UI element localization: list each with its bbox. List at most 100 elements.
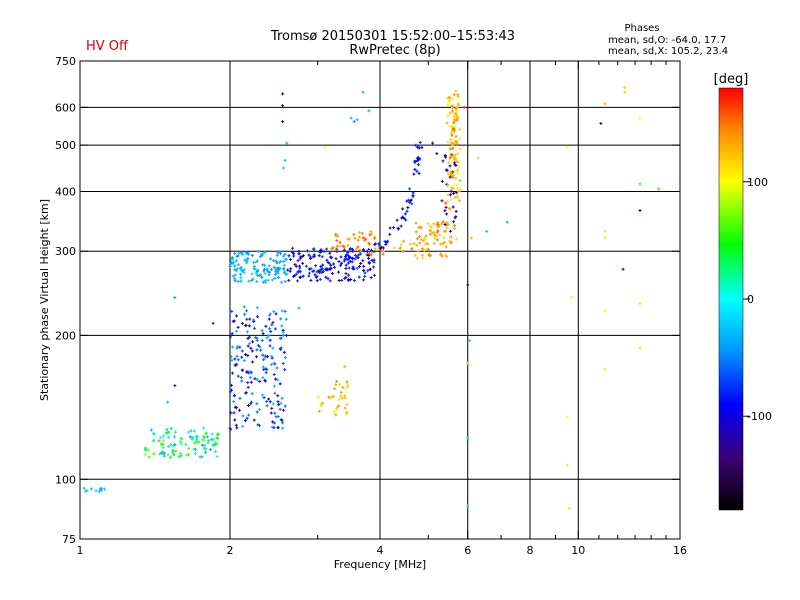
- data-point: [282, 260, 286, 264]
- data-point: [453, 227, 457, 231]
- data-point: [455, 118, 459, 122]
- data-point: [454, 183, 458, 187]
- data-point: [235, 267, 239, 271]
- data-point: [235, 314, 239, 318]
- data-point: [169, 427, 173, 431]
- data-point: [454, 191, 458, 195]
- data-point: [256, 250, 260, 254]
- data-point: [344, 271, 348, 275]
- data-point: [435, 225, 439, 229]
- data-point: [332, 246, 336, 250]
- data-point: [346, 258, 350, 262]
- x-tick-label: 16: [673, 544, 687, 557]
- data-point: [263, 356, 267, 360]
- data-point: [440, 254, 444, 258]
- data-point: [276, 414, 280, 418]
- data-point: [247, 324, 251, 328]
- data-point: [277, 275, 281, 279]
- data-point: [441, 159, 445, 163]
- data-point: [444, 205, 448, 209]
- data-point: [335, 239, 339, 243]
- data-point: [450, 141, 454, 145]
- data-point: [442, 236, 446, 240]
- data-point: [432, 222, 436, 226]
- data-point: [191, 435, 195, 439]
- data-point: [298, 255, 302, 259]
- data-point: [332, 262, 336, 266]
- data-point: [408, 201, 412, 205]
- data-point: [159, 436, 163, 440]
- data-point: [428, 254, 432, 258]
- data-point: [372, 250, 376, 254]
- data-point: [449, 193, 453, 197]
- data-point: [337, 279, 341, 283]
- data-point: [256, 423, 260, 427]
- data-point: [363, 271, 367, 275]
- hv-status: HV Off: [86, 39, 129, 54]
- data-point: [165, 427, 169, 431]
- data-point: [279, 401, 283, 405]
- data-point: [262, 396, 266, 400]
- data-point: [338, 240, 342, 244]
- data-point: [367, 241, 371, 245]
- data-point: [328, 255, 332, 259]
- data-point: [273, 327, 277, 331]
- data-point: [240, 355, 244, 359]
- data-point: [258, 345, 262, 349]
- data-point: [418, 225, 422, 229]
- data-point: [238, 345, 242, 349]
- data-point: [454, 215, 458, 219]
- data-point: [248, 317, 252, 321]
- data-point: [272, 310, 276, 314]
- data-point: [462, 105, 466, 109]
- data-point: [419, 237, 423, 241]
- data-point: [99, 488, 103, 492]
- data-point: [230, 332, 234, 336]
- data-point: [235, 354, 239, 358]
- data-point: [272, 265, 276, 269]
- data-point: [623, 90, 627, 94]
- data-point: [282, 350, 286, 354]
- data-point: [276, 394, 280, 398]
- data-point: [352, 120, 356, 124]
- data-point: [638, 182, 642, 186]
- data-point: [333, 410, 337, 414]
- data-point: [317, 269, 321, 273]
- data-point: [85, 489, 89, 493]
- data-point: [164, 431, 168, 435]
- data-point: [216, 432, 220, 436]
- data-point: [283, 368, 287, 372]
- colorbar: [718, 87, 744, 511]
- data-point: [334, 407, 338, 411]
- data-point: [334, 234, 338, 238]
- data-point: [423, 238, 427, 242]
- data-point: [296, 259, 300, 263]
- stats-heading: Phases: [624, 23, 659, 34]
- data-point: [417, 146, 421, 150]
- data-point: [267, 334, 271, 338]
- data-point: [369, 276, 373, 280]
- data-point: [417, 235, 421, 239]
- data-point: [453, 224, 457, 228]
- data-point: [446, 140, 450, 144]
- data-point: [244, 391, 248, 395]
- data-point: [249, 402, 253, 406]
- y-tick-label: 500: [55, 139, 76, 152]
- data-point: [297, 252, 301, 256]
- data-point: [458, 188, 462, 192]
- data-point: [247, 413, 251, 417]
- data-point: [343, 257, 347, 261]
- data-point: [190, 437, 194, 441]
- data-point: [466, 436, 470, 440]
- data-point: [367, 256, 371, 260]
- data-point: [338, 244, 342, 248]
- data-point: [451, 159, 455, 163]
- data-point: [452, 161, 456, 165]
- data-point: [267, 270, 271, 274]
- data-point: [458, 147, 462, 151]
- data-point: [373, 247, 377, 251]
- data-point: [448, 229, 452, 233]
- y-tick-label: 300: [55, 245, 76, 258]
- data-point: [428, 224, 432, 228]
- data-point: [356, 253, 360, 257]
